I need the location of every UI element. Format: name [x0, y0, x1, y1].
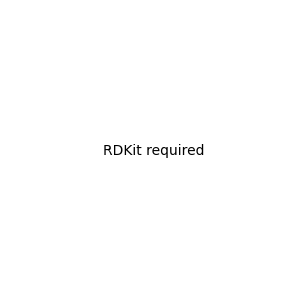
- Text: RDKit required: RDKit required: [103, 145, 205, 158]
